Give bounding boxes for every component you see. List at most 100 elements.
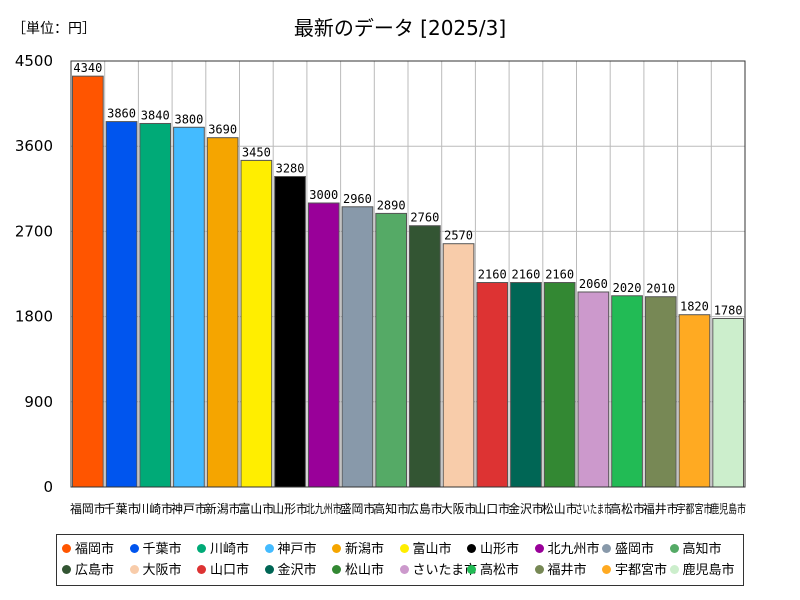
legend-item: 福井市 [534, 563, 587, 579]
value-label: 3800 [174, 112, 203, 126]
x-tick-label: 大阪市 [441, 501, 477, 516]
value-label: 4340 [73, 61, 102, 75]
x-tick-label: 山口市 [474, 501, 510, 516]
bar-富山市 [240, 159, 273, 488]
x-tick-label: 広島市 [407, 501, 443, 516]
value-label: 3000 [309, 188, 338, 202]
value-label: 2010 [646, 282, 675, 296]
x-tick-label: 高知市 [373, 501, 409, 516]
legend-marker [197, 565, 206, 574]
y-tick-label: 3600 [15, 137, 53, 155]
bar-高知市 [375, 212, 407, 488]
x-tick-label: 新潟市 [205, 501, 241, 516]
plot-frame [70, 60, 746, 488]
x-tick-label: 福岡市 [70, 501, 106, 516]
x-tick-label: 神戸市 [171, 501, 207, 516]
legend-marker [669, 544, 679, 553]
bar-大阪市 [442, 243, 475, 488]
legend: 福岡市 千葉市 川崎市 神戸市 新潟市 富山市 山形市 北九州市 盛岡市 高知市広島市 大阪市 山口市… [56, 534, 744, 586]
legend-label: 松山市 [345, 563, 385, 578]
value-label: 2160 [478, 268, 507, 282]
legend-label: 山形市 [480, 542, 520, 557]
legend-label: 川崎市 [210, 542, 250, 557]
legend-label: 新潟市 [345, 542, 385, 557]
legend-marker [197, 544, 206, 553]
legend-item: 高松市 [467, 563, 519, 579]
legend-item: 松山市 [332, 563, 384, 579]
legend-marker [467, 544, 476, 553]
legend-label: 高知市 [682, 542, 722, 557]
value-label: 2760 [410, 211, 439, 225]
legend-item: 富山市 [399, 542, 452, 558]
legend-item: さいたま市 [399, 563, 478, 579]
value-label: 2160 [511, 268, 540, 282]
unit-label: ［単位：円］ [12, 21, 96, 37]
value-label: 3280 [276, 161, 305, 175]
bar-chart: 0 900 1800 2700 3600 4500 4340 福岡市 3860 千葉市 3840 川崎… [15, 52, 746, 516]
bar-山口市 [476, 282, 509, 488]
legend-marker [467, 565, 476, 574]
bar-北九州市 [307, 202, 340, 488]
legend-marker [399, 565, 409, 574]
legend-item: 北九州市 [534, 542, 600, 558]
value-label: 2960 [343, 192, 372, 206]
x-tick-label: 松山市 [542, 501, 578, 516]
legend-label: 広島市 [75, 563, 115, 578]
legend-label: さいたま市 [412, 563, 478, 578]
value-label: 1820 [680, 300, 709, 314]
chart-title: 最新のデータ [2025/3] [293, 16, 507, 40]
x-tick-label: 千葉市 [104, 501, 140, 516]
y-tick-label: 0 [43, 478, 53, 496]
legend-label: 富山市 [412, 542, 452, 557]
value-label: 2020 [613, 281, 642, 295]
legend-label: 千葉市 [142, 542, 182, 557]
legend-label: 神戸市 [277, 542, 317, 557]
legend-item: 大阪市 [129, 563, 182, 579]
value-label: 1780 [714, 303, 743, 317]
value-label: 3690 [208, 123, 237, 137]
legend-item: 金沢市 [264, 563, 317, 579]
y-tick-label: 1800 [15, 308, 53, 326]
legend-item: 福岡市 [62, 542, 114, 558]
y-tick-label: 4500 [15, 52, 53, 70]
bar-高松市 [611, 295, 643, 488]
legend-marker [62, 544, 71, 553]
bar-神戸市 [173, 126, 205, 488]
x-tick-label: 福井市 [643, 501, 679, 516]
value-label: 3450 [242, 145, 271, 159]
x-tick-label: さいたま市 [576, 501, 612, 516]
legend-marker [602, 565, 611, 574]
legend-marker [264, 565, 274, 574]
bar-川崎市 [139, 122, 172, 488]
legend-label: 高松市 [480, 563, 520, 578]
value-label: 2160 [545, 268, 574, 282]
y-tick-label: 2700 [15, 222, 53, 240]
x-tick-label: 北九州市 [306, 501, 342, 516]
value-label: 2060 [579, 277, 608, 291]
legend-marker [62, 565, 71, 574]
value-label: 3860 [107, 107, 136, 121]
x-tick-label: 川崎市 [137, 501, 173, 516]
x-tick-label: 宇都宮市 [677, 501, 713, 516]
bar-千葉市 [105, 121, 138, 488]
legend-marker [602, 544, 611, 553]
legend-label: 金沢市 [277, 563, 317, 578]
legend-marker [534, 565, 544, 574]
bar-新潟市 [206, 137, 239, 488]
legend-marker [332, 565, 341, 574]
bar-広島市 [409, 225, 441, 488]
legend-label: 福岡市 [75, 542, 115, 557]
legend-label: 福井市 [547, 563, 587, 578]
x-tick-label: 山形市 [272, 501, 308, 516]
bar-盛岡市 [341, 206, 374, 488]
value-label: 3840 [141, 108, 170, 122]
legend-item: 山口市 [197, 563, 249, 579]
x-tick-label: 鹿児島市 [710, 501, 746, 516]
legend-label: 山口市 [210, 563, 250, 578]
legend-item: 高知市 [669, 542, 722, 558]
legend-label: 盛岡市 [615, 542, 655, 557]
legend-item: 山形市 [467, 542, 519, 558]
bar-山形市 [274, 175, 306, 488]
legend-item: 千葉市 [129, 542, 182, 558]
legend-item: 盛岡市 [602, 542, 654, 558]
